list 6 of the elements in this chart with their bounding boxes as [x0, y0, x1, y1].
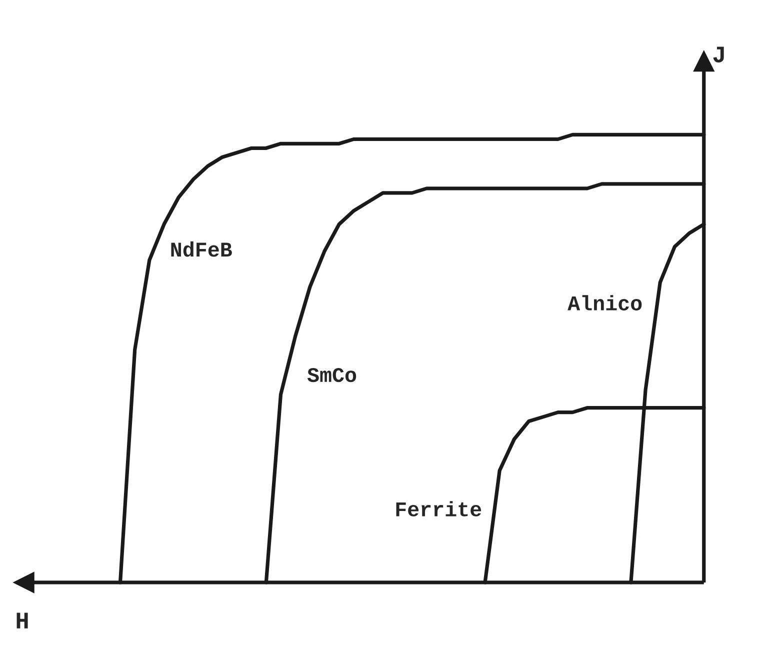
series-label: SmCo [307, 368, 356, 382]
x-axis-title: H [16, 612, 28, 628]
series-label: Ferrite [396, 501, 482, 516]
y-axis-title: J [713, 46, 724, 62]
series-label: Alnico [568, 295, 642, 310]
series-label: NdFeB [171, 241, 232, 257]
